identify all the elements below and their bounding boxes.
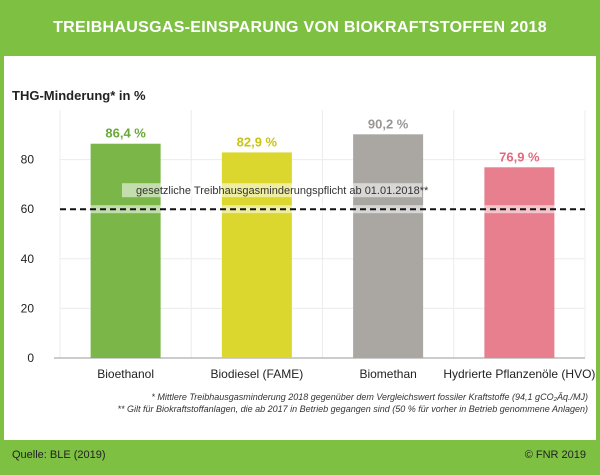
- y-tick-label: 20: [21, 301, 35, 315]
- source-label: Quelle: BLE (2019): [12, 449, 106, 461]
- value-label: 82,9 %: [237, 134, 278, 149]
- y-tick-label: 0: [27, 351, 34, 365]
- value-label: 86,4 %: [105, 126, 146, 141]
- chart-title: TREIBHAUSGAS-EINSPARUNG VON BIOKRAFTSTOF…: [0, 0, 600, 56]
- category-label: Biomethan: [359, 367, 416, 381]
- y-tick-label: 60: [21, 202, 35, 216]
- footer-bar: [0, 440, 600, 475]
- bar-4: [484, 167, 555, 358]
- copyright-label: © FNR 2019: [524, 449, 586, 461]
- y-axis-label: THG-Minderung* in %: [12, 88, 146, 103]
- footnotes: * Mittlere Treibhausgasminderung 2018 ge…: [28, 391, 588, 415]
- footnote-1: * Mittlere Treibhausgasminderung 2018 ge…: [151, 392, 588, 402]
- bar-3: [353, 134, 424, 358]
- footnote-2: ** Gilt für Biokraftstoffanlagen, die ab…: [117, 404, 588, 414]
- category-label: Hydrierte Pflanzenöle (HVO): [443, 367, 595, 381]
- threshold-label: gesetzliche Treibhausgasminderungspflich…: [136, 185, 429, 197]
- category-label: Biodiesel (FAME): [211, 367, 304, 381]
- value-label: 76,9 %: [499, 149, 540, 164]
- threshold-label-bg: [122, 183, 422, 198]
- category-label: Bioethanol: [97, 367, 154, 381]
- y-tick-label: 80: [21, 153, 35, 167]
- value-label: 90,2 %: [368, 116, 409, 131]
- bar-1: [90, 143, 161, 358]
- y-tick-label: 40: [21, 252, 35, 266]
